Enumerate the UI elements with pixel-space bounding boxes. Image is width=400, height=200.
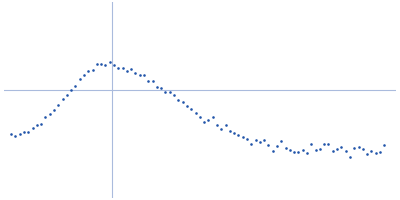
Point bbox=[240, 136, 246, 139]
Point bbox=[265, 144, 272, 147]
Point bbox=[81, 73, 87, 77]
Point bbox=[171, 93, 177, 96]
Point bbox=[274, 144, 280, 148]
Point bbox=[42, 116, 48, 119]
Point bbox=[64, 93, 70, 97]
Point bbox=[235, 133, 242, 136]
Point bbox=[136, 74, 143, 77]
Point bbox=[210, 116, 216, 119]
Point bbox=[21, 130, 27, 134]
Point bbox=[312, 149, 319, 152]
Point bbox=[89, 69, 96, 72]
Point bbox=[115, 66, 122, 69]
Point bbox=[218, 127, 224, 131]
Point bbox=[25, 130, 32, 133]
Point bbox=[355, 145, 362, 148]
Point bbox=[196, 115, 203, 119]
Point bbox=[132, 71, 139, 74]
Point bbox=[188, 107, 194, 110]
Point bbox=[201, 121, 207, 124]
Point bbox=[180, 101, 186, 104]
Point bbox=[364, 153, 370, 156]
Point bbox=[244, 138, 250, 141]
Point bbox=[338, 146, 344, 149]
Point bbox=[321, 143, 327, 146]
Point bbox=[154, 86, 160, 89]
Point bbox=[38, 123, 44, 126]
Point bbox=[261, 138, 267, 141]
Point bbox=[55, 104, 62, 107]
Point bbox=[111, 64, 117, 67]
Point bbox=[248, 142, 254, 146]
Point bbox=[46, 112, 53, 115]
Point bbox=[325, 143, 332, 146]
Point bbox=[128, 67, 134, 71]
Point bbox=[34, 124, 40, 127]
Point bbox=[252, 138, 259, 141]
Point bbox=[124, 70, 130, 73]
Point bbox=[300, 148, 306, 151]
Point bbox=[231, 132, 237, 135]
Point bbox=[51, 109, 57, 112]
Point bbox=[330, 149, 336, 152]
Point bbox=[227, 130, 233, 133]
Point bbox=[145, 80, 152, 83]
Point bbox=[192, 111, 199, 115]
Point bbox=[308, 142, 314, 145]
Point bbox=[351, 146, 358, 149]
Point bbox=[334, 147, 340, 150]
Point bbox=[282, 146, 289, 150]
Point bbox=[278, 139, 284, 143]
Point bbox=[304, 151, 310, 154]
Point bbox=[257, 141, 263, 144]
Point bbox=[106, 61, 113, 64]
Point bbox=[214, 123, 220, 126]
Point bbox=[150, 80, 156, 83]
Point bbox=[72, 84, 78, 88]
Point bbox=[175, 99, 182, 102]
Point bbox=[85, 69, 92, 73]
Point bbox=[205, 118, 212, 121]
Point bbox=[8, 133, 14, 136]
Point bbox=[119, 66, 126, 69]
Point bbox=[166, 90, 173, 94]
Point bbox=[94, 62, 100, 66]
Point bbox=[372, 151, 379, 155]
Point bbox=[59, 98, 66, 101]
Point bbox=[68, 88, 74, 91]
Point bbox=[158, 87, 164, 90]
Point bbox=[16, 132, 23, 136]
Point bbox=[342, 149, 349, 153]
Point bbox=[368, 150, 374, 153]
Point bbox=[162, 91, 169, 94]
Point bbox=[377, 150, 383, 153]
Point bbox=[381, 144, 388, 147]
Point bbox=[295, 150, 302, 153]
Point bbox=[287, 149, 293, 152]
Point bbox=[184, 105, 190, 108]
Point bbox=[291, 150, 297, 153]
Point bbox=[222, 123, 229, 126]
Point bbox=[102, 63, 109, 66]
Point bbox=[317, 147, 323, 151]
Point bbox=[76, 77, 83, 81]
Point bbox=[360, 147, 366, 150]
Point bbox=[141, 74, 147, 77]
Point bbox=[270, 149, 276, 152]
Point bbox=[347, 155, 353, 159]
Point bbox=[12, 134, 18, 137]
Point bbox=[98, 63, 104, 66]
Point bbox=[29, 127, 36, 130]
